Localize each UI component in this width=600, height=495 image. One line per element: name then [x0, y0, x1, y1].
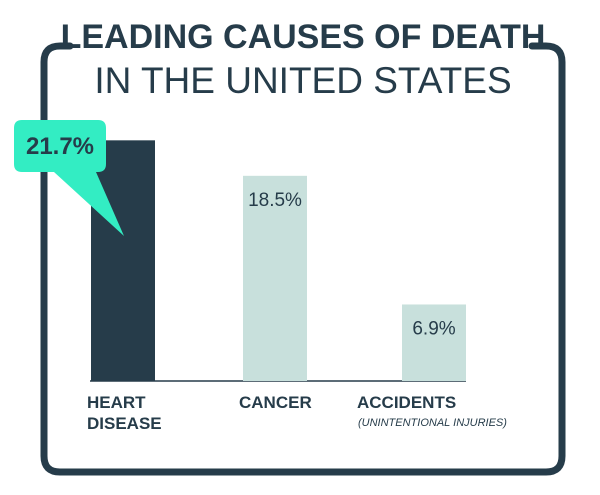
- category-sublabel-2: (UNINTENTIONAL INJURIES): [358, 417, 507, 429]
- category-label-0-line-0: HEART: [87, 393, 146, 412]
- value-label-1: 18.5%: [248, 190, 302, 211]
- category-labels: HEART DISEASE CANCER ACCIDENTS (UNINTENTIONA…: [87, 393, 507, 433]
- callout-bubble: [14, 120, 124, 236]
- category-label-2-line-0: ACCIDENTS: [357, 393, 456, 412]
- value-label-0: 21.7%: [26, 133, 94, 160]
- bar-0: [91, 140, 155, 381]
- chart-subtitle: IN THE UNITED STATES: [94, 60, 511, 101]
- bar-2: [402, 304, 466, 381]
- category-label-1-line-0: CANCER: [239, 393, 312, 412]
- chart-title: LEADING CAUSES OF DEATH: [61, 18, 546, 56]
- value-callout: 21.7%: [14, 120, 124, 236]
- chart-frame: [40, 42, 566, 476]
- value-label-2: 6.9%: [412, 318, 455, 339]
- bar-1: [243, 175, 307, 381]
- category-label-0-line-1: DISEASE: [87, 414, 162, 433]
- bars-group: 18.5% 6.9%: [91, 140, 466, 381]
